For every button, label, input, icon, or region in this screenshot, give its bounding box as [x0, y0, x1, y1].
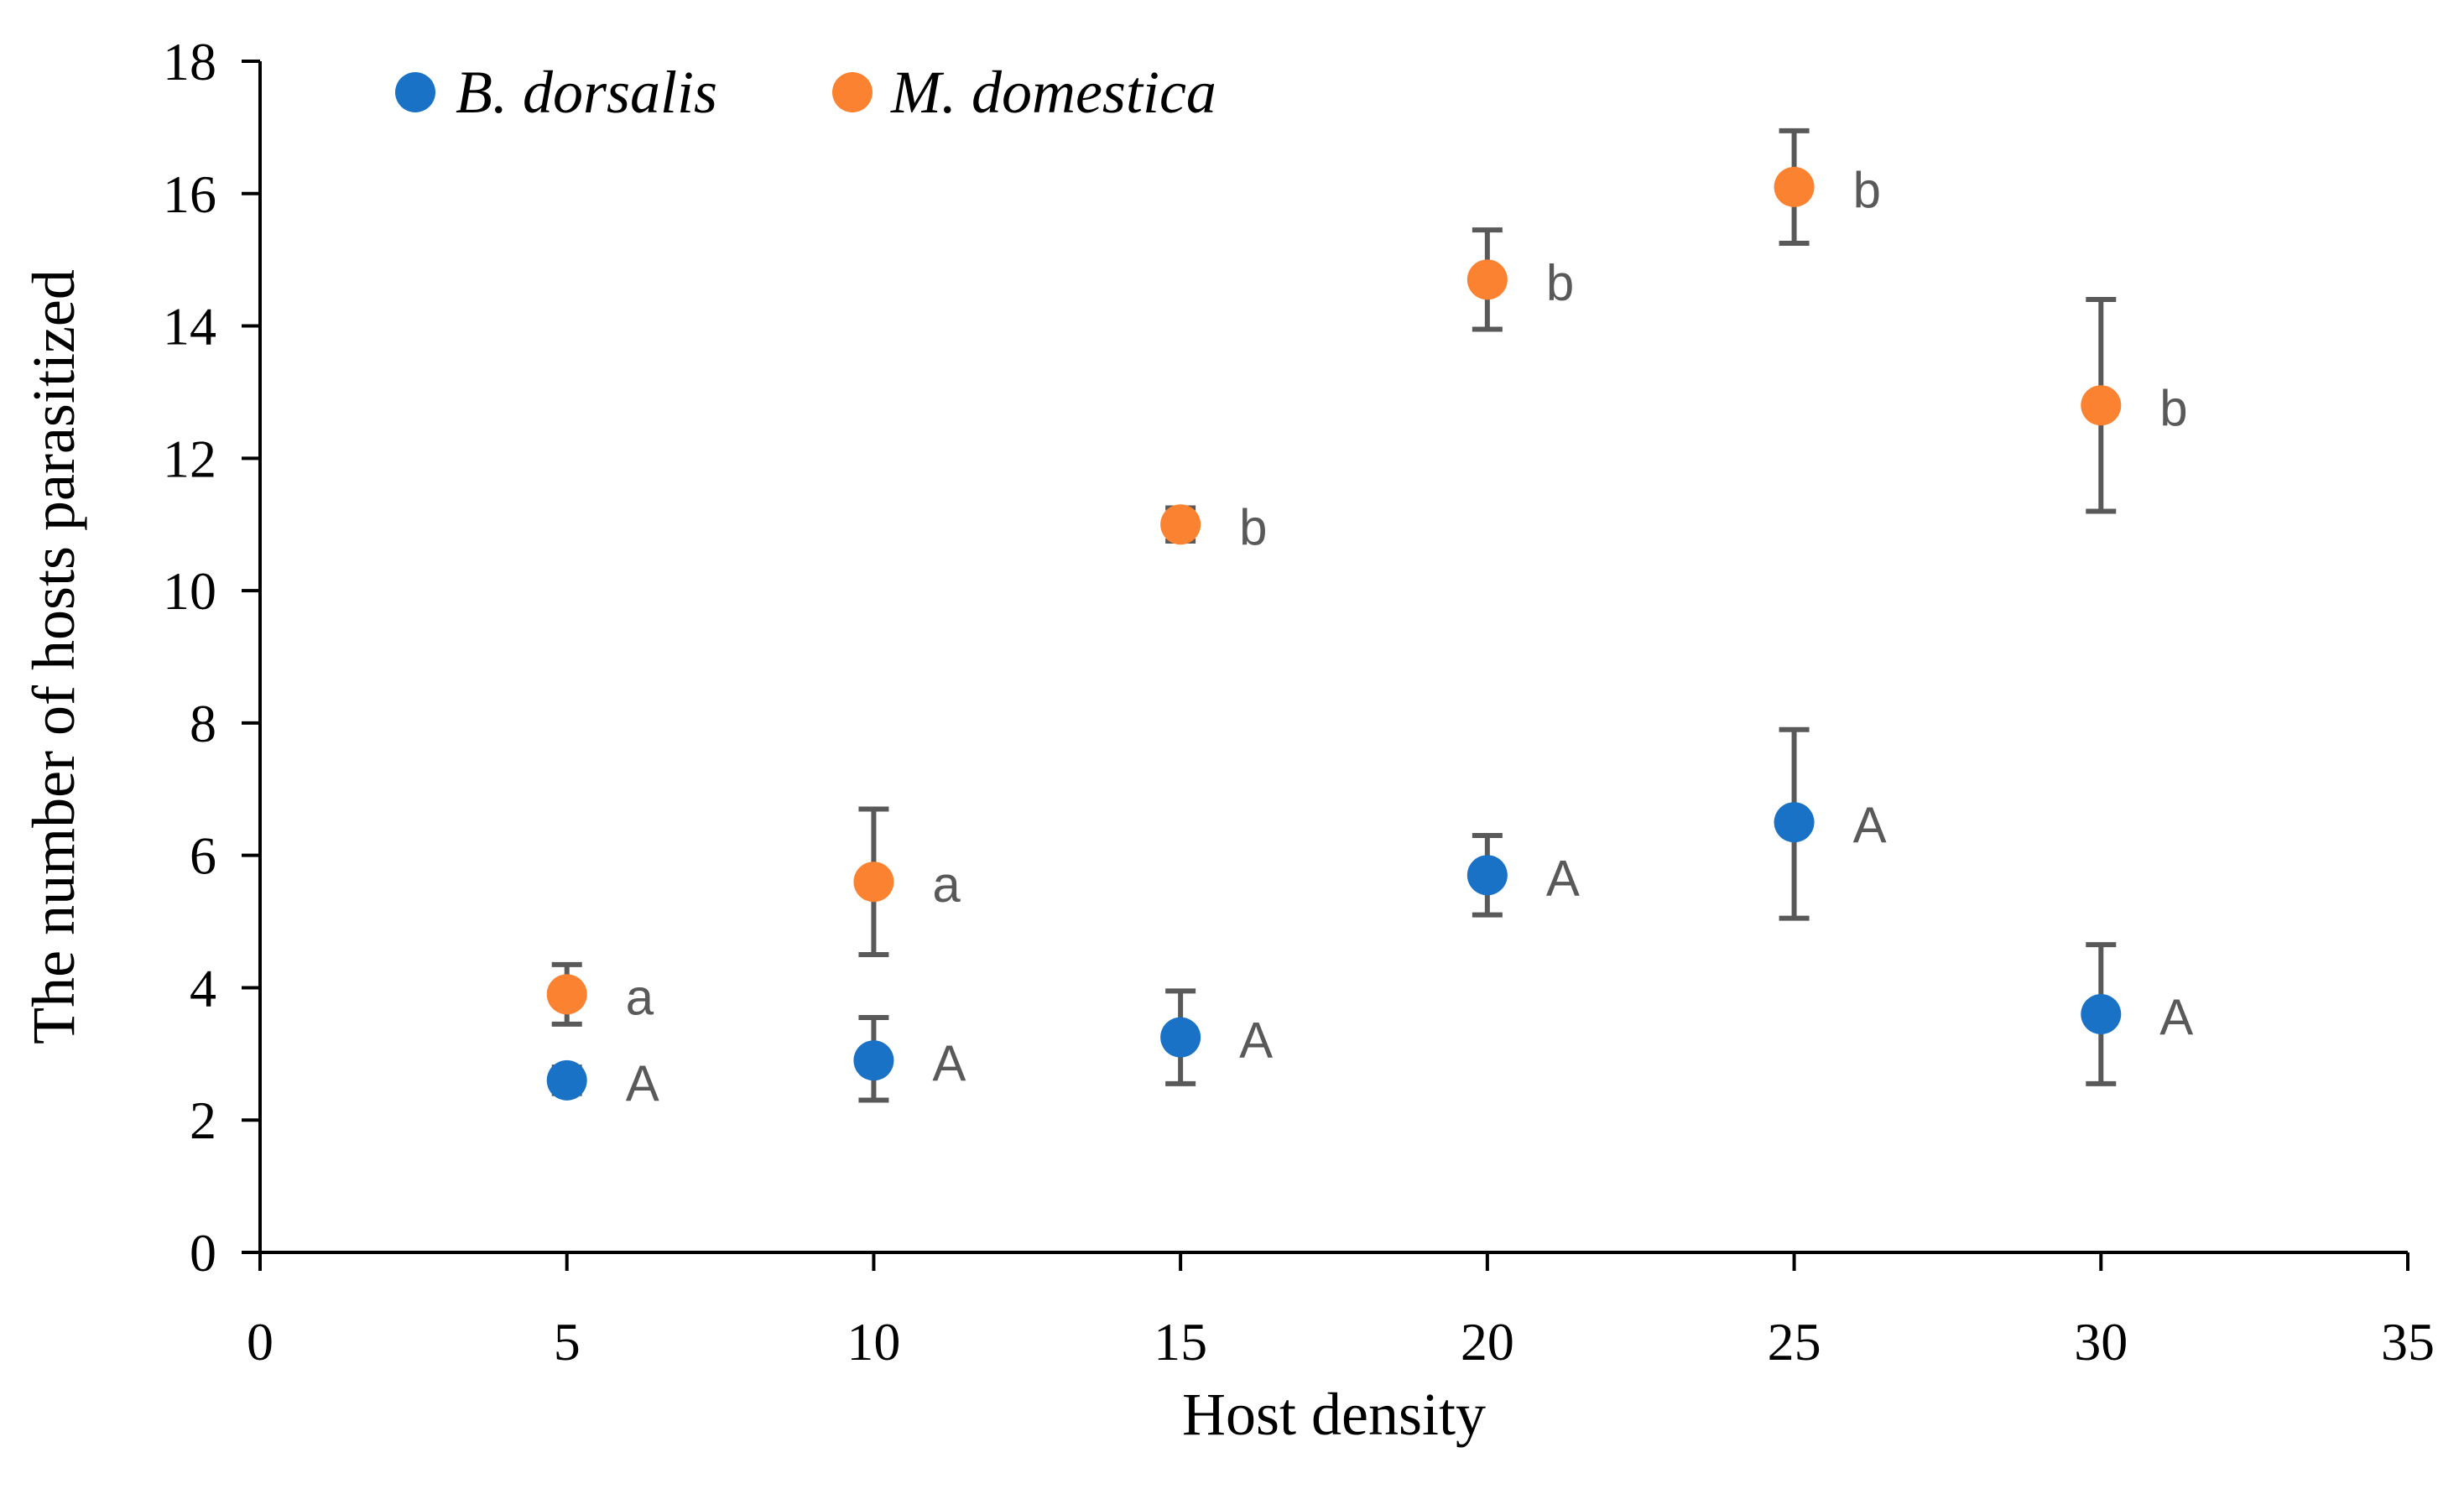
data-point	[546, 974, 587, 1015]
x-tick-label: 35	[2381, 1312, 2435, 1372]
x-tick-label: 25	[1768, 1312, 1821, 1372]
x-tick-label: 10	[847, 1312, 900, 1372]
legend-marker	[395, 72, 435, 112]
y-tick-label: 2	[190, 1091, 216, 1150]
y-ticks: 0 2 4 6 8 10 12 14 16 18	[163, 32, 260, 1283]
y-tick-label: 18	[163, 32, 216, 91]
y-tick-label: 16	[163, 164, 216, 224]
x-ticks: 0 5 10 15 20 25 30 35	[247, 1252, 2435, 1372]
data-point	[1466, 259, 1508, 300]
significance-label: b	[2159, 380, 2187, 436]
data-point	[1466, 855, 1508, 896]
significance-label: A	[1546, 850, 1580, 906]
significance-label: A	[1853, 797, 1887, 853]
data-point	[853, 862, 894, 903]
legend: B. dorsalis M. domestica	[395, 59, 1216, 126]
significance-label: b	[1546, 254, 1574, 310]
x-tick-label: 20	[1461, 1312, 1514, 1372]
data-point	[853, 1040, 894, 1081]
significance-label: A	[1239, 1012, 1273, 1069]
series-m-domestica: a a b b b b	[546, 128, 2188, 1027]
data-point	[2081, 994, 2122, 1034]
x-tick-label: 0	[247, 1312, 273, 1372]
data-point	[1774, 802, 1815, 843]
x-tick-label: 30	[2074, 1312, 2128, 1372]
x-tick-label: 15	[1154, 1312, 1207, 1372]
y-tick-label: 0	[190, 1223, 216, 1283]
significance-label: A	[626, 1055, 659, 1111]
legend-label: M. domestica	[890, 59, 1216, 126]
legend-label: B. dorsalis	[456, 59, 717, 126]
data-point	[546, 1059, 587, 1101]
data-point	[1160, 504, 1201, 545]
data-point	[2081, 385, 2122, 426]
y-tick-label: 12	[163, 429, 216, 488]
y-tick-label: 8	[190, 694, 216, 753]
significance-label: a	[932, 856, 961, 913]
data-point	[1774, 166, 1815, 207]
significance-label: b	[1239, 499, 1267, 555]
significance-label: b	[1853, 162, 1881, 218]
legend-marker	[832, 72, 873, 112]
significance-label: A	[2159, 989, 2193, 1045]
y-tick-label: 10	[163, 561, 216, 621]
x-tick-label: 5	[554, 1312, 581, 1372]
y-tick-label: 6	[190, 826, 216, 886]
y-tick-label: 4	[190, 958, 216, 1018]
legend-item-b-dorsalis: B. dorsalis	[395, 59, 717, 126]
data-point	[1160, 1017, 1201, 1058]
legend-item-m-domestica: M. domestica	[832, 59, 1216, 126]
significance-label: A	[932, 1035, 966, 1091]
series-b-dorsalis: A A A A A A	[546, 726, 2193, 1111]
x-axis-title: Host density	[1182, 1381, 1486, 1448]
axes: 0 2 4 6 8 10 12 14 16 18 0 5 10 15 20 25 30 35	[163, 32, 2435, 1372]
significance-label: a	[626, 969, 654, 1025]
y-tick-label: 14	[163, 297, 216, 357]
plot-area: A A A A A Aa a b b b b	[546, 128, 2193, 1111]
y-axis-title: The number of hosts parasitized	[20, 269, 87, 1044]
